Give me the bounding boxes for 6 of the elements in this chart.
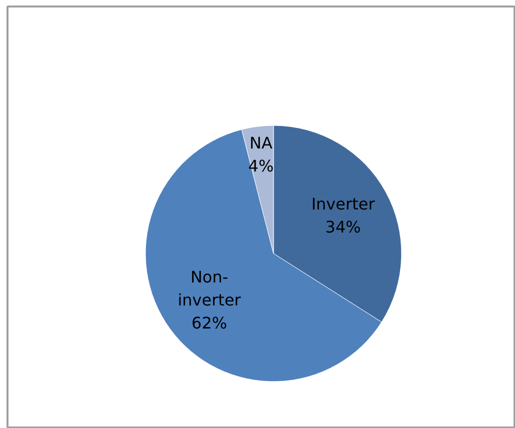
slice-label: Inverter [311, 194, 376, 214]
data-label: 62% [192, 314, 228, 333]
data-label: 4% [248, 156, 274, 176]
data-label: 34% [325, 217, 361, 236]
slice-label: NA [250, 133, 272, 152]
slice-label: Non-inverter [178, 268, 242, 310]
